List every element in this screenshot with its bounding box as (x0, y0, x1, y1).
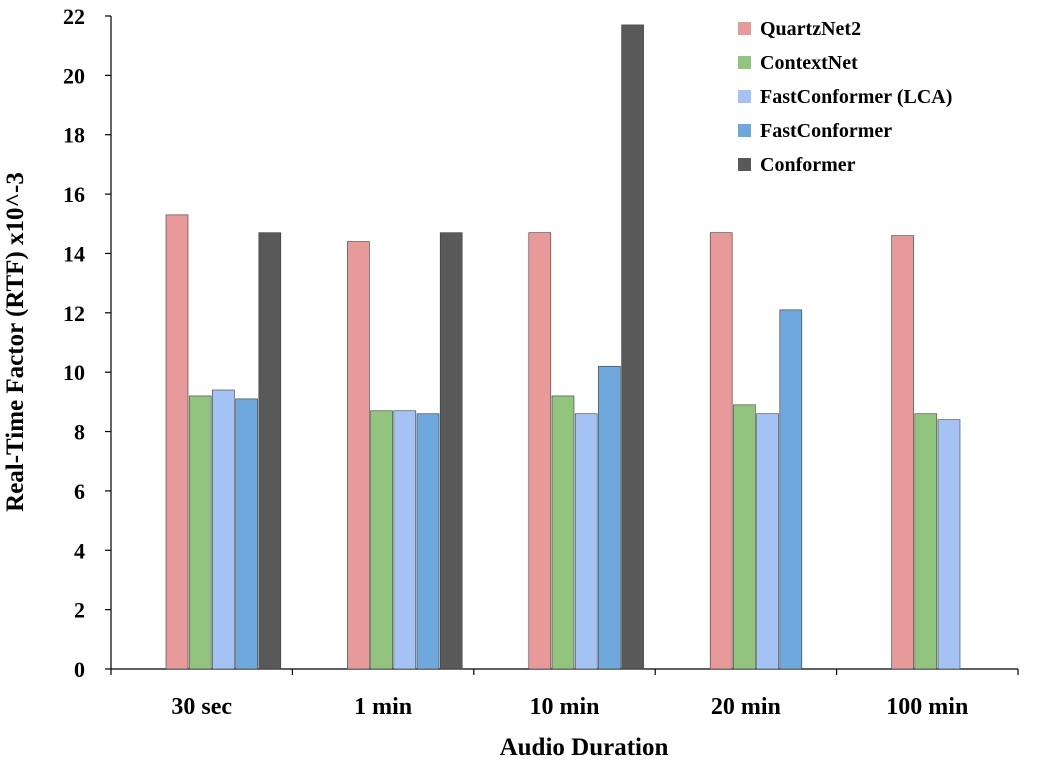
legend-label: FastConformer (LCA) (760, 86, 952, 108)
bar-contextnet (370, 410, 393, 670)
bar-fastconformer (779, 309, 803, 670)
bars (165, 24, 961, 670)
legend-swatch (738, 22, 751, 35)
x-category-label: 10 min (529, 694, 599, 720)
bar-conformer (258, 232, 282, 670)
bar-fastconformer-lca (756, 413, 779, 670)
legend-label: FastConformer (760, 120, 892, 142)
y-tick-label: 12 (63, 301, 85, 326)
x-category-label: 30 sec (171, 694, 232, 720)
bar-contextnet (188, 395, 212, 670)
y-axis-title: Real-Time Factor (RTF) x10^-3 (2, 172, 29, 512)
y-tick-label: 0 (74, 657, 85, 682)
y-tick-label: 8 (74, 420, 85, 445)
bar-fastconformer-lca (937, 419, 961, 670)
bar-fastconformer (235, 398, 258, 670)
bar-fastconformer-lca (574, 413, 598, 670)
bar-conformer (621, 24, 644, 670)
x-axis-title: Audio Duration (500, 734, 669, 761)
bar-contextnet (914, 413, 938, 670)
bar-contextnet (733, 404, 756, 670)
legend-swatch (738, 56, 751, 69)
y-tick-label: 2 (74, 598, 85, 623)
y-tick-label: 22 (63, 4, 85, 29)
legend-swatch (738, 158, 751, 171)
legend-label: QuartzNet2 (760, 18, 861, 40)
bar-quartznet2 (528, 232, 552, 670)
bar-fastconformer (598, 365, 621, 670)
legend-swatch (738, 90, 751, 103)
x-category-label: 100 min (886, 694, 968, 720)
y-tick-label: 4 (74, 538, 85, 563)
legend-swatch (738, 124, 751, 137)
x-category-label: 20 min (711, 694, 781, 720)
bar-quartznet2 (165, 214, 189, 670)
y-tick-label: 10 (63, 360, 85, 385)
legend-label: Conformer (760, 154, 856, 176)
bar-fastconformer-lca (393, 410, 417, 670)
bar-fastconformer-lca (212, 389, 235, 670)
y-tick-label: 16 (63, 182, 85, 207)
y-tick-label: 20 (63, 63, 85, 88)
x-category-label: 1 min (354, 694, 412, 720)
y-tick-label: 14 (63, 241, 85, 266)
bar-quartznet2 (347, 241, 370, 670)
bar-contextnet (551, 395, 575, 670)
legend: QuartzNet2 ContextNet FastConformer (LCA) F… (738, 18, 952, 176)
bar-fastconformer (416, 413, 440, 670)
legend-label: ContextNet (760, 52, 858, 74)
bar-quartznet2 (891, 235, 914, 670)
bar-quartznet2 (709, 232, 733, 670)
axes: 0 2 4 6 8 10 12 14 16 18 20 22 30 sec 1 min 10 min 20 m… (63, 4, 1019, 720)
y-tick-label: 18 (63, 123, 85, 148)
bar-conformer (439, 232, 463, 670)
y-tick-label: 6 (74, 479, 85, 504)
